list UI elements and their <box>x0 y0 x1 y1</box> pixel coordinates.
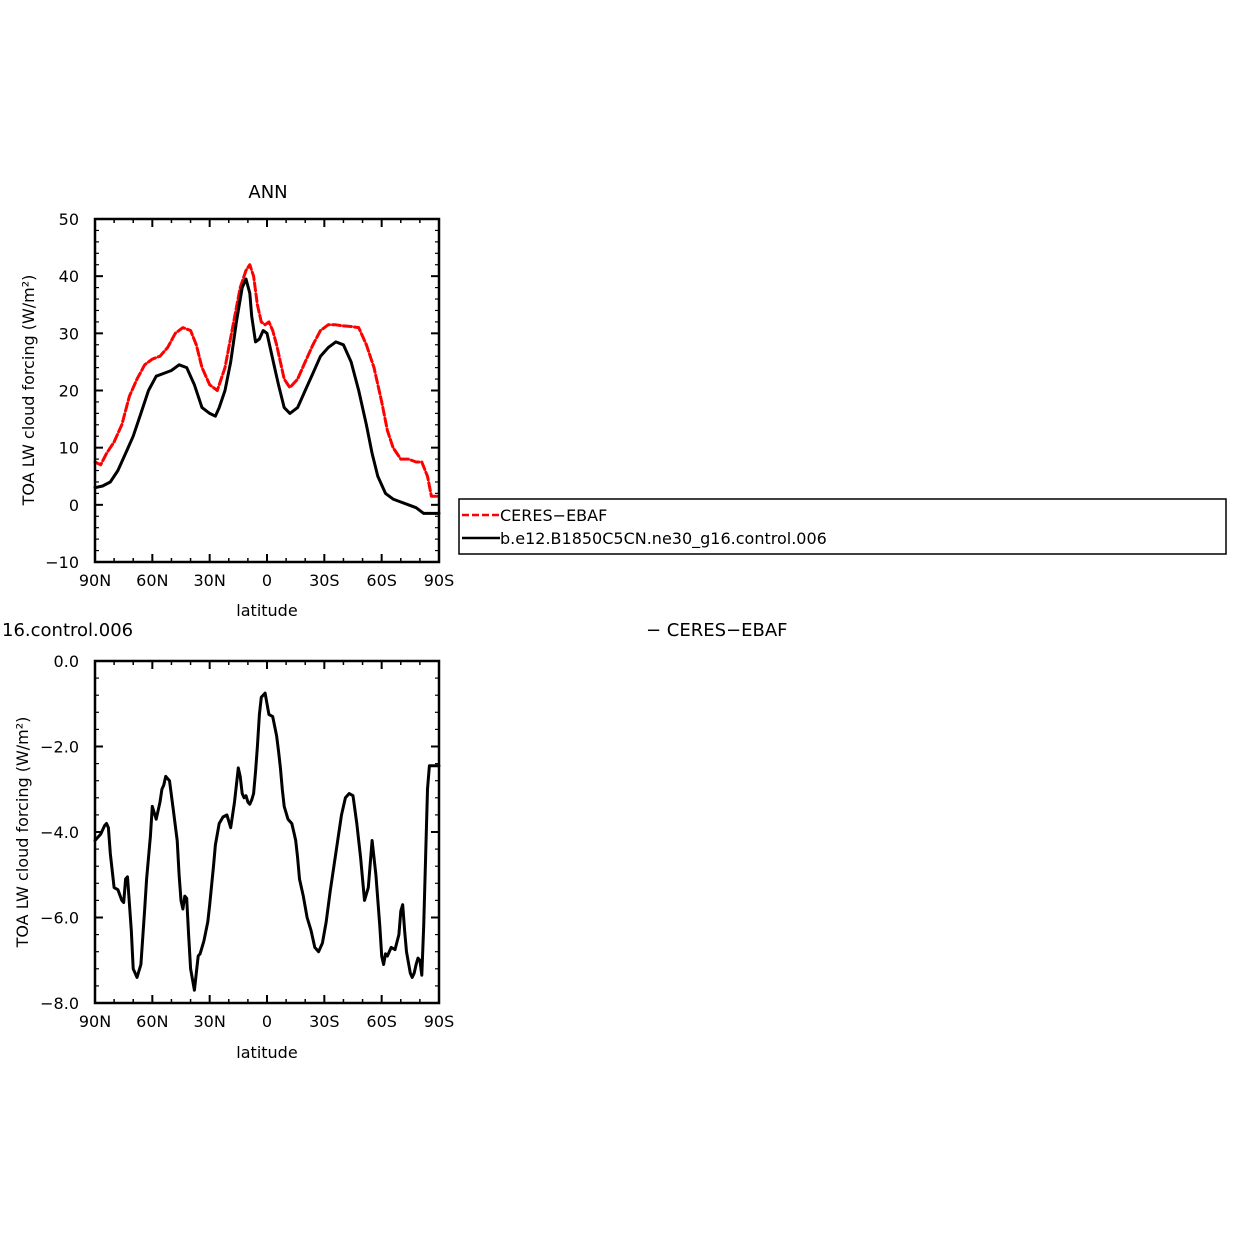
axis-ticks: 90N 60N 30N 0 30S 60S 90S −10 0 10 20 30 40 50 <box>45 210 454 590</box>
x-tick-label: 0 <box>262 1012 272 1031</box>
plot-title-right: − CERES−EBAF <box>646 620 788 641</box>
y-tick-label: 50 <box>59 210 79 229</box>
series-line-model <box>93 277 441 515</box>
x-tick-label: 60N <box>136 1012 168 1031</box>
series-line-model <box>93 691 441 992</box>
y-tick-label: −6.0 <box>40 909 79 928</box>
y-tick-label: 0.0 <box>54 652 79 671</box>
x-tick-label: 60S <box>366 1012 397 1031</box>
series-lines <box>93 263 441 515</box>
series-line-ceres <box>93 263 441 498</box>
y-tick-label: −10 <box>45 553 79 572</box>
x-tick-label: 90S <box>424 571 455 590</box>
x-tick-label: 30N <box>194 1012 226 1031</box>
axis-ticks: 90N 60N 30N 0 30S 60S 90S −8.0 −6.0 −4.0 −2.0 0.0 <box>40 652 454 1031</box>
plot-title-left: 16.control.006 <box>2 620 133 641</box>
y-tick-label: −8.0 <box>40 994 79 1013</box>
y-tick-label: −4.0 <box>40 823 79 842</box>
y-tick-label: 10 <box>59 439 79 458</box>
y-tick-label: 0 <box>69 496 79 515</box>
y-tick-label: −2.0 <box>40 738 79 757</box>
legend-box <box>458 498 1227 555</box>
x-tick-label: 30N <box>194 571 226 590</box>
x-tick-label: 0 <box>262 571 272 590</box>
x-tick-label: 90S <box>424 1012 455 1031</box>
y-axis-title: TOA LW cloud forcing (W/m²) <box>13 717 32 949</box>
plot-frame <box>93 217 441 564</box>
x-tick-label: 90N <box>79 1012 111 1031</box>
x-tick-label: 90N <box>79 571 111 590</box>
y-tick-label: 40 <box>59 267 79 286</box>
y-axis-title: TOA LW cloud forcing (W/m²) <box>19 275 38 507</box>
panel-bottom: 16.control.006 − CERES−EBAF 90N 60N 30N 0 30… <box>2 620 788 1062</box>
plot-frame <box>93 659 441 1005</box>
x-tick-label: 60N <box>136 571 168 590</box>
x-tick-label: 30S <box>309 571 340 590</box>
legend-label-ceres: CERES−EBAF <box>500 506 607 525</box>
x-tick-label: 60S <box>366 571 397 590</box>
x-axis-title: latitude <box>236 601 297 620</box>
legend-label-model: b.e12.B1850C5CN.ne30_g16.control.006 <box>500 529 827 549</box>
panel-top: ANN 90N 60N 30N 0 30S 60S 90S −10 0 10 20 30 40 50 la… <box>19 182 454 620</box>
legend: CERES−EBAF b.e12.B1850C5CN.ne30_g16.cont… <box>458 498 1227 555</box>
x-axis-title: latitude <box>236 1043 297 1062</box>
y-tick-label: 30 <box>59 324 79 343</box>
plot-title: ANN <box>248 182 287 203</box>
x-tick-label: 30S <box>309 1012 340 1031</box>
series-lines <box>93 691 441 992</box>
y-tick-label: 20 <box>59 382 79 401</box>
